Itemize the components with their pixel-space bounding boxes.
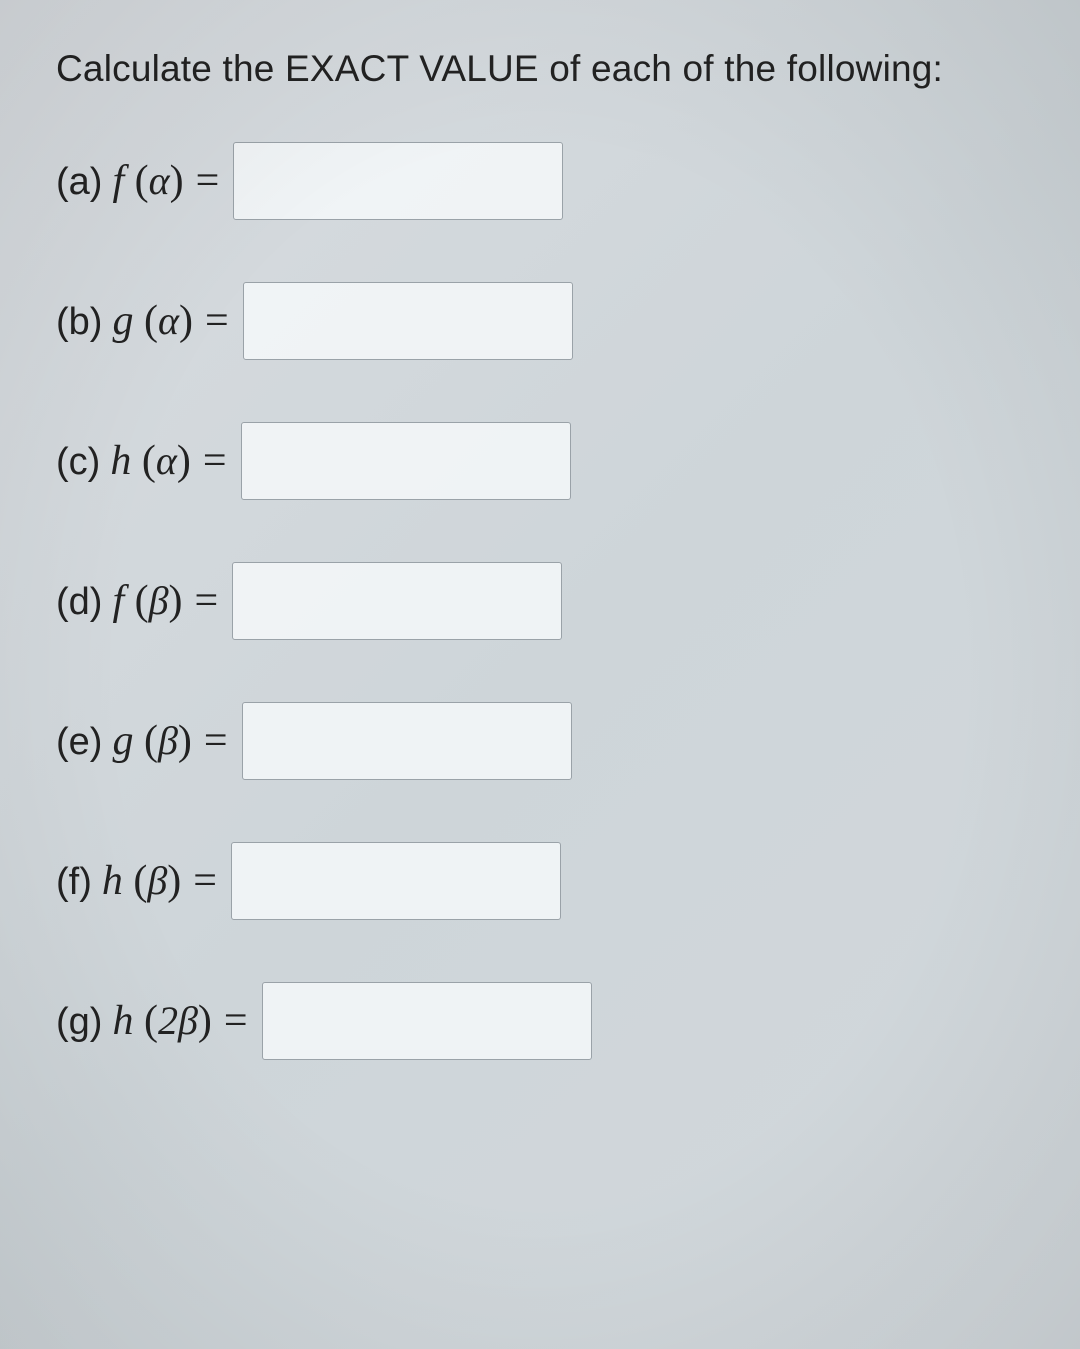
close-paren: ) [178,717,192,765]
question-row-b: (b) g ( α ) = [56,282,1032,360]
close-paren: ) [169,577,183,625]
close-paren: ) [167,857,181,905]
part-letter: (a) [56,161,102,204]
function-name: g [112,297,133,345]
answer-input-f[interactable] [231,842,561,920]
answer-input-c[interactable] [241,422,571,500]
open-paren: ( [131,437,156,485]
open-paren: ( [123,857,148,905]
answer-input-b[interactable] [243,282,573,360]
part-letter: (c) [56,441,100,484]
function-name: h [112,997,133,1045]
equals-sign: = [203,437,227,485]
question-label-d: (d) f ( β ) = [56,577,232,625]
close-paren: ) [198,997,212,1045]
page-heading: Calculate the EXACT VALUE of each of the… [56,48,1032,90]
question-label-e: (e) g ( β ) = [56,717,242,765]
open-paren: ( [133,717,158,765]
question-label-f: (f) h ( β ) = [56,857,231,905]
equals-sign: = [195,577,219,625]
close-paren: ) [177,437,191,485]
function-arg: 2β [158,997,198,1044]
function-arg: α [158,297,179,344]
open-paren: ( [133,297,158,345]
answer-input-e[interactable] [242,702,572,780]
equals-sign: = [196,157,220,205]
question-row-d: (d) f ( β ) = [56,562,1032,640]
open-paren: ( [133,997,158,1045]
question-row-a: (a) f ( α ) = [56,142,1032,220]
part-letter: (e) [56,721,102,764]
function-arg: β [147,857,167,904]
function-name: h [110,437,131,485]
function-name: f [112,157,124,205]
answer-input-a[interactable] [233,142,563,220]
question-row-f: (f) h ( β ) = [56,842,1032,920]
function-arg: α [156,437,177,484]
function-name: h [102,857,123,905]
equals-sign: = [193,857,217,905]
equals-sign: = [205,297,229,345]
question-row-c: (c) h ( α ) = [56,422,1032,500]
equals-sign: = [204,717,228,765]
function-arg: α [149,157,170,204]
question-row-e: (e) g ( β ) = [56,702,1032,780]
function-name: f [112,577,124,625]
question-label-a: (a) f ( α ) = [56,157,233,205]
question-label-b: (b) g ( α ) = [56,297,243,345]
question-label-c: (c) h ( α ) = [56,437,241,485]
function-arg: β [158,717,178,764]
answer-input-g[interactable] [262,982,592,1060]
part-letter: (g) [56,1001,102,1044]
function-arg: β [149,577,169,624]
open-paren: ( [124,577,149,625]
part-letter: (d) [56,581,102,624]
equals-sign: = [224,997,248,1045]
question-label-g: (g) h ( 2β ) = [56,997,262,1045]
open-paren: ( [124,157,149,205]
function-name: g [112,717,133,765]
close-paren: ) [179,297,193,345]
part-letter: (f) [56,861,92,904]
answer-input-d[interactable] [232,562,562,640]
question-row-g: (g) h ( 2β ) = [56,982,1032,1060]
close-paren: ) [170,157,184,205]
part-letter: (b) [56,301,102,344]
